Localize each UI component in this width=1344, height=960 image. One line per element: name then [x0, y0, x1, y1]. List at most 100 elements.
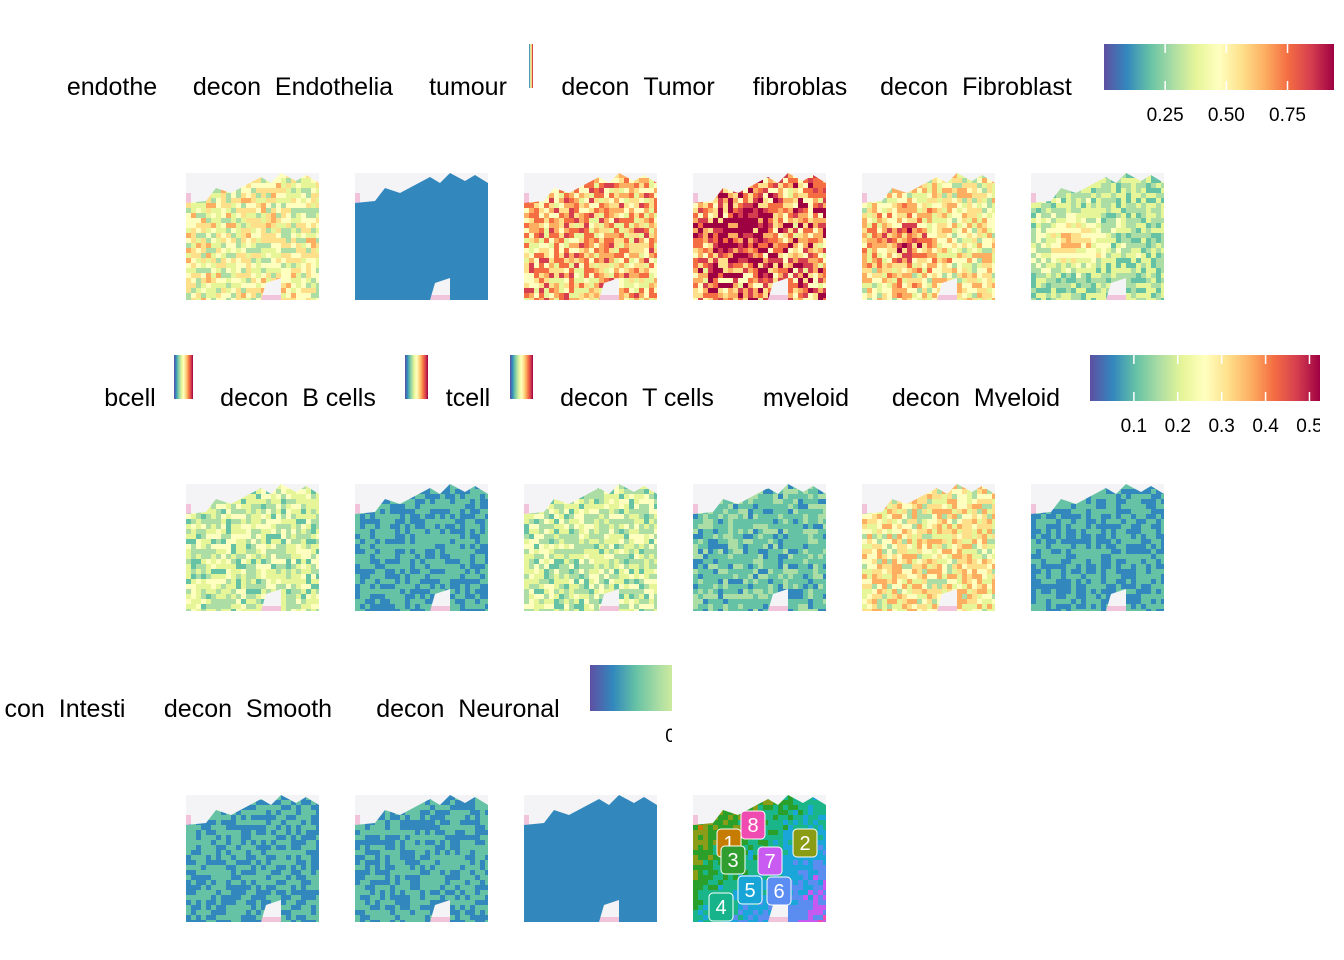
- tissue-spot: [609, 183, 614, 188]
- tissue-spot: [465, 298, 470, 300]
- tissue-spot: [276, 223, 281, 228]
- tissue-spot: [420, 223, 425, 228]
- tissue-spot: [713, 248, 718, 253]
- tissue-spot: [897, 213, 902, 218]
- tissue-spot: [1156, 278, 1161, 283]
- tissue-spot: [902, 298, 907, 300]
- tissue-spot: [1116, 253, 1121, 258]
- tissue-spot: [281, 549, 286, 554]
- tissue-spot: [703, 298, 708, 300]
- tissue-spot: [753, 213, 758, 218]
- tissue-spot: [728, 223, 733, 228]
- tissue-spot: [703, 218, 708, 223]
- tissue-spot: [549, 213, 554, 218]
- tissue-spot: [544, 228, 549, 233]
- tissue-spot: [962, 283, 967, 288]
- tissue-spot: [1036, 203, 1041, 208]
- tissue-spot: [460, 218, 465, 223]
- tissue-spot: [296, 529, 301, 534]
- tissue-spot: [216, 569, 221, 574]
- tissue-spot: [206, 233, 211, 238]
- tissue-spot: [400, 263, 405, 268]
- tissue-spot: [460, 233, 465, 238]
- tissue-spot: [271, 178, 276, 183]
- tissue-spot: [982, 298, 987, 300]
- tissue-spot: [649, 278, 654, 283]
- tissue-spot: [236, 283, 241, 288]
- tissue-spot: [186, 233, 191, 238]
- tissue-spot: [967, 188, 972, 193]
- tissue-spot: [440, 243, 445, 248]
- tissue-spot: [753, 203, 758, 208]
- tissue-spot: [271, 534, 276, 539]
- tissue-spot: [450, 283, 455, 288]
- tissue-spot: [475, 253, 480, 258]
- tissue-spot: [296, 228, 301, 233]
- tissue-spot: [415, 218, 420, 223]
- tissue-spot: [1111, 228, 1116, 233]
- tissue-spot: [813, 218, 818, 223]
- tissue-spot: [286, 584, 291, 589]
- tissue-spot: [236, 559, 241, 564]
- tissue-spot: [251, 519, 256, 524]
- tissue-spot: [301, 298, 306, 300]
- tissue-spot: [1151, 258, 1156, 263]
- tissue-spot: [201, 554, 206, 559]
- tissue-spot: [892, 218, 897, 223]
- tissue-spot: [271, 504, 276, 509]
- tissue-spot: [1036, 283, 1041, 288]
- tissue-spot: [301, 494, 306, 499]
- tissue-spot: [261, 283, 266, 288]
- tissue-spot: [291, 529, 296, 534]
- tissue-spot: [425, 293, 430, 298]
- tissue-spot: [415, 238, 420, 243]
- tissue-spot: [629, 248, 634, 253]
- tissue-spot: [191, 293, 196, 298]
- tissue-spot: [281, 173, 286, 178]
- tissue-spot: [559, 253, 564, 258]
- tissue-spot: [1136, 213, 1141, 218]
- tissue-spot: [693, 263, 698, 268]
- tissue-spot: [982, 253, 987, 258]
- tissue-spot: [400, 213, 405, 218]
- tissue-spot: [445, 178, 450, 183]
- tissue-spot: [788, 243, 793, 248]
- tissue-spot: [917, 198, 922, 203]
- tissue-spot: [574, 198, 579, 203]
- tissue-spot: [251, 539, 256, 544]
- tissue-spot: [1071, 298, 1076, 300]
- tissue-spot: [301, 499, 306, 504]
- tissue-spot: [251, 193, 256, 198]
- tissue-spot: [455, 178, 460, 183]
- tissue-spot: [251, 238, 256, 243]
- tissue-spot: [455, 298, 460, 300]
- tissue-spot: [206, 579, 211, 584]
- tissue-spot: [897, 243, 902, 248]
- tissue-spot: [912, 268, 917, 273]
- tissue-spot: [390, 278, 395, 283]
- tissue-spot: [962, 268, 967, 273]
- tissue-spot: [932, 298, 937, 300]
- tissue-spot: [266, 213, 271, 218]
- tissue-spot: [942, 213, 947, 218]
- tissue-spot: [286, 524, 291, 529]
- tissue-spot: [226, 243, 231, 248]
- tissue-spot: [1091, 263, 1096, 268]
- tick-label: 0.50: [1208, 105, 1245, 126]
- tissue-spot: [1041, 243, 1046, 248]
- tissue-spot: [286, 489, 291, 494]
- tissue-spot: [470, 298, 475, 300]
- tissue-spot: [713, 273, 718, 278]
- tissue-spot: [1071, 263, 1076, 268]
- tissue-spot: [251, 574, 256, 579]
- tissue-spot: [1086, 258, 1091, 263]
- tissue-spot: [1101, 223, 1106, 228]
- tissue-spot: [644, 293, 649, 298]
- tissue-spot: [256, 589, 261, 594]
- tissue-spot: [261, 519, 266, 524]
- tissue-spot: [236, 198, 241, 203]
- tissue-spot: [1106, 273, 1111, 278]
- tissue-spot: [892, 213, 897, 218]
- tissue-spot: [1136, 243, 1141, 248]
- tissue-spot: [206, 514, 211, 519]
